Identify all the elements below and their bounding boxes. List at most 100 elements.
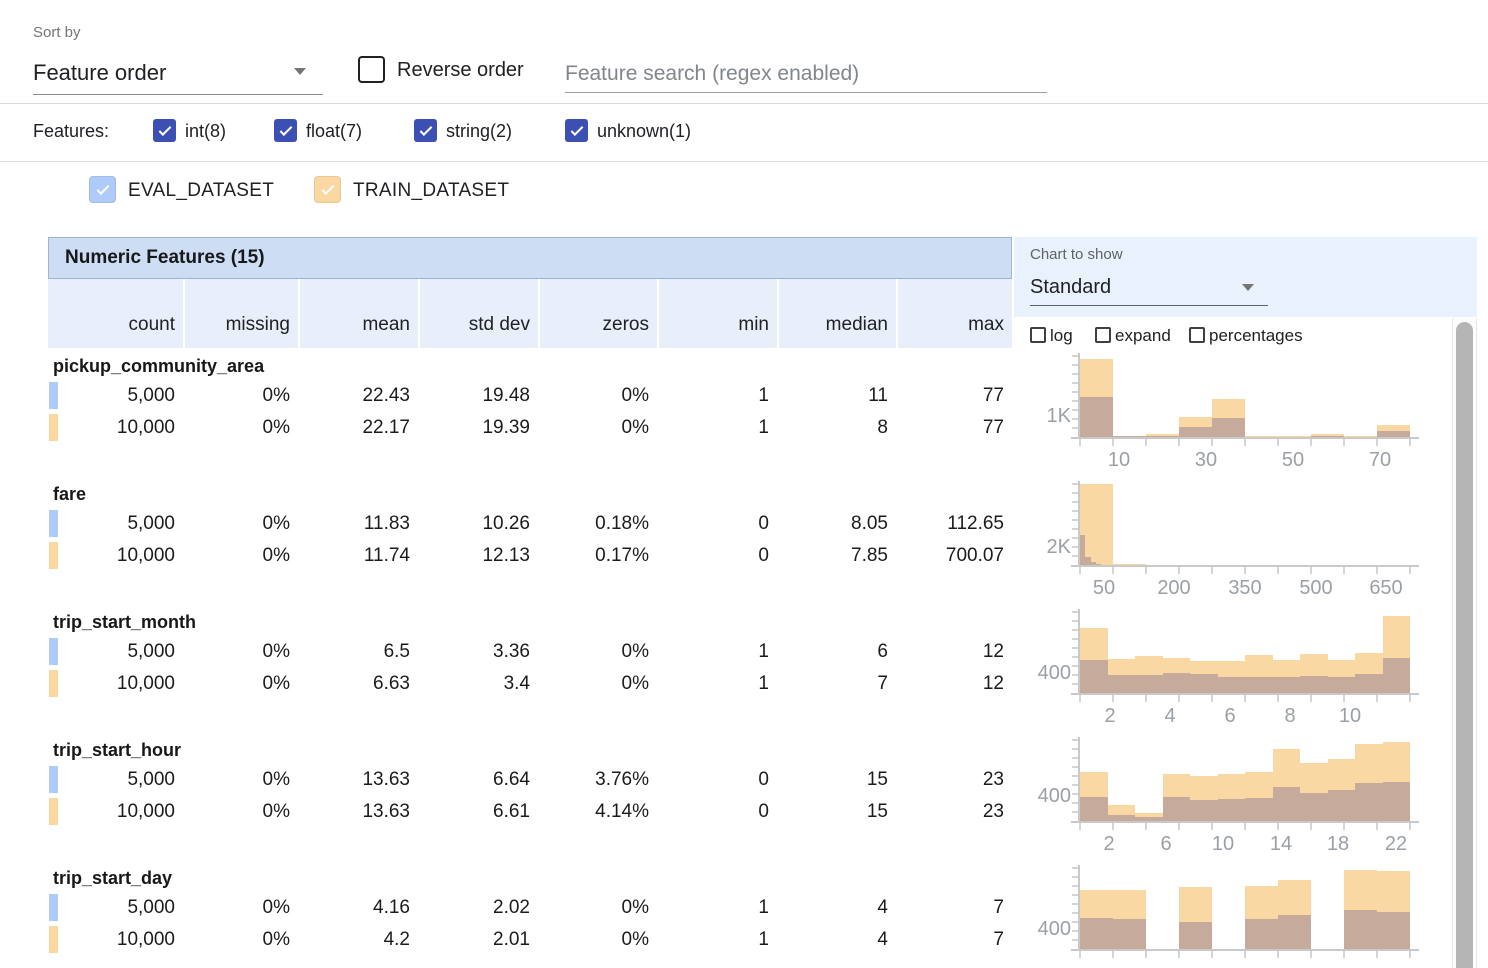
feature-type-checkbox[interactable] (414, 119, 437, 142)
x-axis-tick (1178, 823, 1180, 830)
x-axis-tick (1409, 951, 1411, 958)
dataset-label: EVAL_DATASET (128, 180, 274, 202)
eval-overlap-bar (1108, 675, 1136, 693)
feature-type-checkbox[interactable] (565, 119, 588, 142)
eval-overlap-bar (1113, 436, 1146, 437)
column-header-cell: median (779, 279, 896, 348)
x-axis-tick (1310, 567, 1312, 574)
stat-value: 13.63 (300, 796, 418, 828)
eval-overlap-bar (1377, 912, 1410, 949)
checkmark-icon (570, 123, 583, 136)
stat-value: 1 (659, 668, 777, 700)
chevron-down-icon[interactable] (294, 68, 306, 75)
stat-value: 0% (185, 380, 298, 412)
x-axis-tick (1310, 439, 1312, 446)
stat-value: 2.01 (420, 924, 538, 956)
stat-value: 0% (185, 412, 298, 444)
eval-overlap-bar (1278, 915, 1311, 949)
feature-type-label: float(7) (306, 121, 362, 142)
x-axis-label: 6 (1200, 705, 1260, 728)
table-row: 5,0000%22.4319.480%11177 (48, 380, 1012, 412)
histogram-chart: 1K10305070 (1025, 355, 1425, 479)
x-axis-label: 22 (1366, 833, 1426, 856)
column-header-cell: missing (185, 279, 298, 348)
stat-value: 77 (898, 380, 1012, 412)
dataset-swatch (49, 414, 58, 441)
stat-value: 7 (898, 892, 1012, 924)
eval-overlap-bar (1179, 922, 1212, 949)
y-axis-tick (1072, 867, 1078, 869)
y-axis-tick (1072, 546, 1078, 548)
dataset-swatch (49, 766, 58, 793)
x-axis-tick (1079, 951, 1081, 958)
y-axis-tick (1072, 483, 1078, 485)
x-axis-label: 10 (1320, 705, 1380, 728)
histogram-chart: 400246810 (1025, 611, 1425, 735)
chart-option-checkbox[interactable] (1095, 327, 1111, 343)
y-axis-label: 400 (1025, 785, 1071, 808)
x-axis-tick (1343, 439, 1345, 446)
feature-name: trip_start_month (48, 608, 1012, 636)
eval-overlap-bar (1163, 673, 1191, 693)
histogram-plot (1080, 867, 1410, 949)
stat-value: 0% (185, 636, 298, 668)
y-axis-tick (1072, 391, 1078, 393)
x-axis-tick (1079, 439, 1081, 446)
x-axis-label: 50 (1263, 449, 1323, 472)
dataset-checkbox[interactable] (89, 176, 116, 203)
y-axis-tick (1072, 894, 1078, 896)
features-filter-label: Features: (33, 121, 109, 142)
sort-by-dropdown[interactable]: Feature order (33, 60, 166, 86)
chart-type-dropdown[interactable]: Standard (1030, 276, 1111, 299)
dataset-checkbox[interactable] (314, 176, 341, 203)
column-header-cell: std dev (420, 279, 538, 348)
eval-overlap-bar (1218, 799, 1246, 821)
table-row: 10,0000%4.22.010%147 (48, 924, 1012, 956)
scrollbar-thumb[interactable] (1456, 322, 1473, 968)
feature-name: trip_start_day (48, 864, 1012, 892)
dataset-swatch (49, 670, 58, 697)
x-axis-tick (1310, 951, 1312, 958)
table-row: 5,0000%11.8310.260.18%08.05112.65 (48, 508, 1012, 540)
search-input[interactable] (565, 55, 1047, 93)
eval-overlap-bar (1300, 793, 1328, 821)
y-axis-label: 400 (1025, 918, 1071, 941)
histogram-chart: 4002610141822 (1025, 739, 1425, 863)
stat-value: 22.17 (300, 412, 418, 444)
dataset-swatch (49, 510, 58, 537)
stat-value: 23 (898, 796, 1012, 828)
column-header-cell: count (48, 279, 183, 348)
chevron-down-icon[interactable] (1242, 284, 1254, 291)
feature-type-label: string(2) (446, 121, 512, 142)
chart-option-checkbox[interactable] (1030, 327, 1046, 343)
toolbar-divider (0, 103, 1488, 104)
x-axis-tick (1079, 695, 1081, 702)
x-axis-tick (1277, 439, 1279, 446)
eval-overlap-bar (1080, 397, 1113, 437)
chart-option-checkbox[interactable] (1189, 327, 1205, 343)
stat-value: 23 (898, 764, 1012, 796)
table-row: 5,0000%13.636.643.76%01523 (48, 764, 1012, 796)
feature-type-label: unknown(1) (597, 121, 691, 142)
y-axis-tick (1072, 757, 1078, 759)
reverse-order-checkbox[interactable] (358, 56, 385, 83)
x-axis-tick (1112, 439, 1114, 446)
x-axis-tick (1178, 439, 1180, 446)
x-axis-label: 30 (1176, 449, 1236, 472)
x-axis-tick (1244, 951, 1246, 958)
feature-type-checkbox[interactable] (274, 119, 297, 142)
table-row: 10,0000%11.7412.130.17%07.85700.07 (48, 540, 1012, 572)
histogram-plot (1080, 611, 1410, 693)
x-axis-tick (1277, 695, 1279, 702)
stat-value: 19.39 (420, 412, 538, 444)
facets-overview: Sort by Feature order Reverse order Feat… (0, 0, 1488, 968)
stat-value: 0 (659, 508, 777, 540)
stat-value: 0% (185, 540, 298, 572)
chart-dropdown-underline (1030, 305, 1268, 306)
y-axis-label: 400 (1025, 662, 1071, 685)
eval-overlap-bar (1355, 783, 1383, 821)
stat-value: 0% (185, 508, 298, 540)
feature-type-checkbox[interactable] (153, 119, 176, 142)
histogram-plot (1080, 355, 1410, 437)
eval-overlap-bar (1212, 418, 1245, 437)
